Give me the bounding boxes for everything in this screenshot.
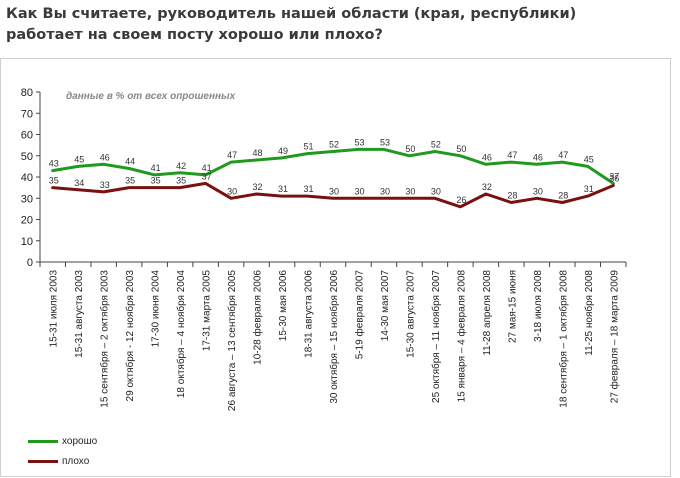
x-tick-label: 27 мая-15 июня bbox=[507, 270, 518, 343]
x-tick-label: 17-31 марта 2005 bbox=[202, 270, 213, 352]
title-line-1: Как Вы считаете, руководитель нашей обла… bbox=[6, 6, 577, 22]
x-tick-label: 29 октября - 12 ноября 2003 bbox=[124, 270, 136, 402]
x-tick-label: 15-30 августа 2007 bbox=[405, 270, 416, 358]
y-tick-label: 40 bbox=[21, 172, 33, 184]
x-tick-label: 18 октября – 4 ноября 2004 bbox=[175, 270, 187, 399]
x-tick-label: 11-25 ноября 2008 bbox=[583, 270, 595, 356]
data-label-bad: 35 bbox=[49, 176, 59, 186]
x-tick-label: 15-31 августа 2003 bbox=[74, 270, 85, 358]
data-label-bad: 26 bbox=[456, 195, 466, 205]
x-tick-label: 25 октября – 11 ноября 2007 bbox=[430, 270, 442, 403]
data-label-good: 49 bbox=[278, 146, 288, 156]
legend-swatch-bad bbox=[28, 459, 58, 463]
data-label-bad: 30 bbox=[405, 186, 415, 196]
data-label-bad: 32 bbox=[482, 182, 492, 192]
axes: 0 10 20 30 40 50 60 70 80 bbox=[21, 87, 627, 269]
data-label-good: 52 bbox=[431, 140, 441, 150]
data-label-bad: 28 bbox=[558, 191, 568, 201]
data-label-bad: 37 bbox=[202, 171, 212, 181]
legend-swatch-good bbox=[28, 439, 58, 443]
data-label-bad: 34 bbox=[74, 178, 84, 188]
y-tick-label: 50 bbox=[21, 151, 33, 163]
x-tick-label: 14-30 мая 2007 bbox=[380, 270, 391, 342]
data-label-bad: 30 bbox=[431, 186, 441, 196]
data-label-good: 53 bbox=[354, 137, 364, 147]
data-label-good: 47 bbox=[507, 150, 517, 160]
y-tick-label: 60 bbox=[21, 130, 33, 142]
data-label-good: 42 bbox=[176, 161, 186, 171]
data-label-good: 45 bbox=[584, 154, 594, 164]
x-tick-label: 3-18 июля 2008 bbox=[533, 270, 544, 342]
legend-label-bad: плохо bbox=[62, 456, 90, 467]
data-label-good: 47 bbox=[558, 150, 568, 160]
x-tick-label: 26 августа – 13 сентября 2005 bbox=[226, 270, 238, 411]
y-tick-label: 30 bbox=[21, 193, 33, 205]
data-label-good: 46 bbox=[100, 152, 110, 162]
x-tick-label: 10-28 февраля 2006 bbox=[252, 270, 264, 365]
x-tick-label: 15-30 мая 2006 bbox=[278, 270, 289, 342]
series-line-good bbox=[51, 147, 615, 185]
legend-label-good: хорошо bbox=[62, 436, 98, 447]
data-label-good: 50 bbox=[405, 144, 415, 154]
data-label-good: 43 bbox=[49, 159, 59, 169]
x-tick-label: 5-19 февраля 2007 bbox=[353, 270, 365, 360]
x-tick-label: 17-30 июня 2004 bbox=[151, 270, 162, 348]
x-tick-label: 15 января – 4 февраля 2008 bbox=[455, 270, 467, 403]
data-label-bad: 30 bbox=[380, 186, 390, 196]
data-label-bad: 35 bbox=[176, 176, 186, 186]
y-tick-label: 10 bbox=[21, 236, 33, 248]
data-label-bad: 31 bbox=[278, 184, 288, 194]
x-tick-label: 15 сентября – 2 октября 2003 bbox=[99, 270, 111, 408]
chart-annotation: данные в % от всех опрошенных bbox=[66, 91, 236, 102]
data-label-bad: 36 bbox=[609, 174, 619, 184]
data-label-good: 44 bbox=[125, 157, 135, 167]
series-layer bbox=[51, 147, 615, 209]
data-label-good: 48 bbox=[253, 148, 263, 158]
data-label-good: 41 bbox=[151, 163, 161, 173]
data-label-good: 53 bbox=[380, 137, 390, 147]
y-tick-label: 0 bbox=[27, 257, 33, 269]
chart-title: Как Вы считаете, руководитель нашей обла… bbox=[6, 4, 666, 46]
data-label-bad: 32 bbox=[253, 182, 263, 192]
x-tick-label: 27 февраля – 18 марта 2009 bbox=[608, 270, 620, 404]
title-line-2: работает на своем посту хорошо или плохо… bbox=[6, 27, 383, 43]
data-label-bad: 35 bbox=[125, 176, 135, 186]
data-label-good: 51 bbox=[304, 142, 314, 152]
x-tick-label: 11-28 апреля 2008 bbox=[482, 270, 493, 356]
legend-item-good: хорошо bbox=[28, 436, 97, 447]
data-label-bad: 33 bbox=[100, 180, 110, 190]
x-tick-label: 15-31 июля 2003 bbox=[49, 270, 60, 348]
data-label-bad: 30 bbox=[329, 186, 339, 196]
y-tick-label: 20 bbox=[21, 215, 33, 227]
data-label-good: 46 bbox=[533, 152, 543, 162]
x-tick-label: 30 октября – 15 ноября 2006 bbox=[328, 270, 340, 404]
data-labels: 43 45 46 44 41 42 41 47 48 49 51 52 53 53 50 52 50 46 47 46… bbox=[49, 137, 620, 204]
data-label-good: 41 bbox=[202, 163, 212, 173]
x-tick-labels: 15-31 июля 2003 15-31 августа 2003 15 сент… bbox=[49, 270, 621, 412]
data-label-bad: 30 bbox=[533, 186, 543, 196]
y-tick-label: 80 bbox=[21, 87, 33, 99]
data-label-bad: 31 bbox=[584, 184, 594, 194]
x-tick-label: 18-31 августа 2006 bbox=[304, 270, 315, 358]
data-label-good: 37 bbox=[609, 171, 619, 181]
data-label-good: 50 bbox=[456, 144, 466, 154]
data-label-good: 52 bbox=[329, 140, 339, 150]
data-label-good: 46 bbox=[482, 152, 492, 162]
data-label-bad: 35 bbox=[151, 176, 161, 186]
data-label-bad: 30 bbox=[227, 186, 237, 196]
data-label-good: 47 bbox=[227, 150, 237, 160]
data-label-bad: 31 bbox=[304, 184, 314, 194]
chart-frame bbox=[0, 58, 671, 477]
data-label-bad: 28 bbox=[507, 191, 517, 201]
series-line-bad bbox=[51, 181, 615, 209]
data-label-good: 45 bbox=[74, 154, 84, 164]
legend-item-bad: плохо bbox=[28, 456, 89, 467]
y-tick-label: 70 bbox=[21, 108, 33, 120]
x-tick-label: 18 сентября – 1 октября 2008 bbox=[557, 270, 569, 408]
data-label-bad: 30 bbox=[354, 186, 364, 196]
